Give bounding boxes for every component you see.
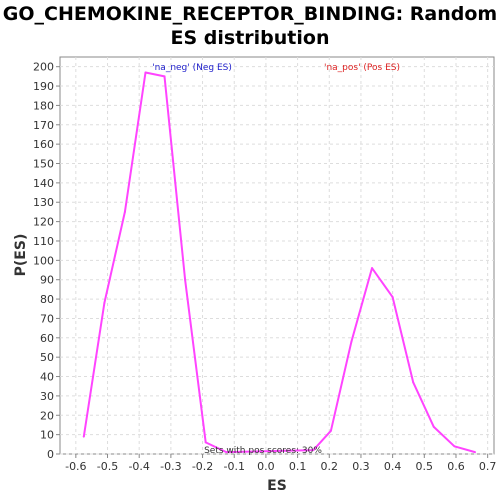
y-tick-label: 50 [40,351,54,364]
data-point [473,451,476,454]
pos-score-annotation: Sets with pos scores: 30% [204,446,322,456]
legend-neg-es: 'na_neg' (Neg ES) [152,63,232,73]
x-tick-label: -0.5 [97,460,118,473]
y-tick-label: 180 [33,99,54,112]
x-tick-label: 0.4 [384,460,402,473]
y-tick-label: 140 [33,177,54,190]
series-layer [82,71,476,454]
data-point [184,278,187,281]
y-tick-label: 170 [33,119,54,132]
data-point [204,441,207,444]
y-tick-label: 30 [40,390,54,403]
x-tick-label: 0.5 [416,460,434,473]
data-point [391,296,394,299]
data-point [453,445,456,448]
y-tick-label: 0 [47,448,54,461]
chart-title: GO_CHEMOKINE_RECEPTOR_BINDING: Random ES… [2,3,498,49]
y-tick-label: 60 [40,332,54,345]
data-point [312,449,315,452]
y-axis-label: P(ES) [13,234,29,277]
data-point [123,210,126,213]
data-point [225,451,228,454]
y-tick-label: 20 [40,409,54,422]
x-tick-label: -0.1 [223,460,244,473]
x-tick-label: 0.0 [257,460,275,473]
plot-area [59,56,495,455]
x-tick-label: 0.2 [321,460,339,473]
x-tick-label: -0.4 [128,460,149,473]
data-point [144,71,147,74]
data-point [371,267,374,270]
y-tick-label: 90 [40,274,54,287]
x-tick-label: 0.6 [447,460,465,473]
y-tick-label: 70 [40,312,54,325]
y-tick-label: 110 [33,235,54,248]
data-point [82,435,85,438]
y-tick-label: 40 [40,371,54,384]
y-tick-label: 120 [33,216,54,229]
data-point [432,425,435,428]
data-point [103,301,106,304]
x-axis-label: ES [267,478,287,494]
data-point [163,75,166,78]
y-tick-label: 80 [40,293,54,306]
x-tick-label: 0.7 [479,460,497,473]
data-point [329,429,332,432]
x-tick-label: -0.2 [192,460,213,473]
x-tick-label: -0.6 [65,460,86,473]
y-tick-label: 130 [33,196,54,209]
y-tick-label: 160 [33,138,54,151]
y-tick-label: 100 [33,254,54,267]
legend-pos-es: 'na_pos' (Pos ES) [324,63,400,73]
x-tick-label: 0.1 [289,460,307,473]
y-tick-label: 200 [33,61,54,74]
axes: 0 10 20 30 40 50 60 70 80 90 100 110 120 130 140 150 160… [33,61,496,473]
x-tick-label: -0.3 [160,460,181,473]
y-tick-label: 190 [33,80,54,93]
data-point [350,340,353,343]
grid-lines [60,57,494,455]
y-tick-label: 150 [33,158,54,171]
y-tick-label: 10 [40,429,54,442]
data-point [412,381,415,384]
x-tick-label: 0.3 [352,460,370,473]
